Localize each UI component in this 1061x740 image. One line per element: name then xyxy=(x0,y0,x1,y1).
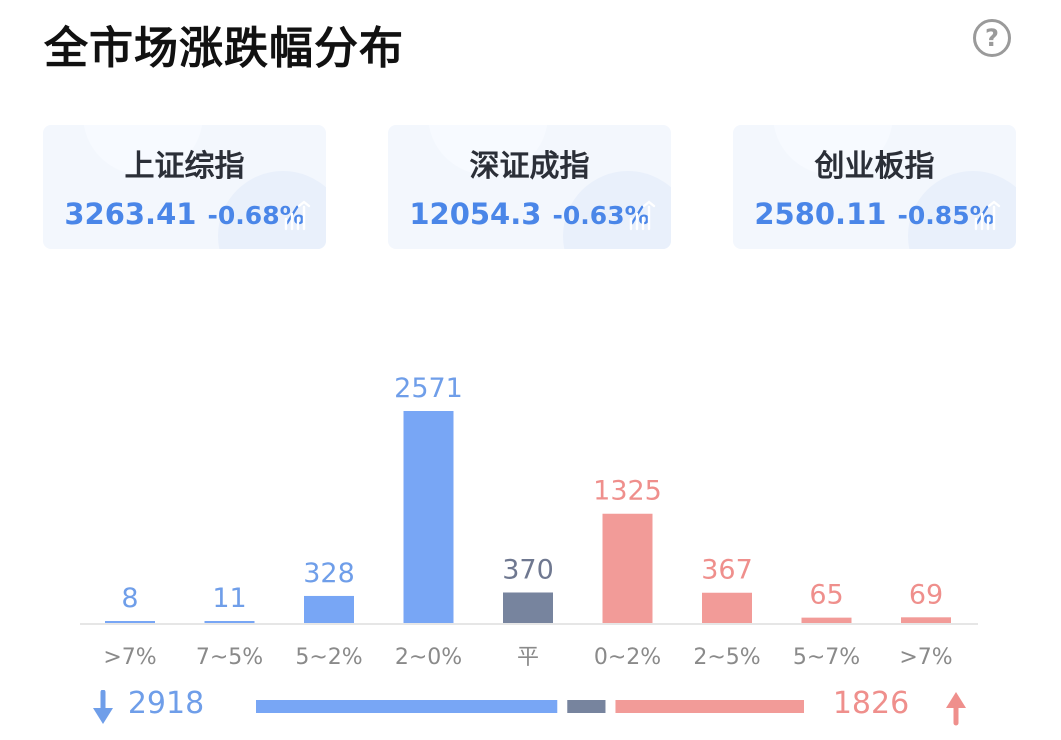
x-tick-label: 2~5% xyxy=(693,645,760,670)
bar-value-label: 8 xyxy=(121,583,138,614)
index-values: 3263.41 -0.68% xyxy=(43,197,326,231)
index-change: -0.68% xyxy=(207,201,305,230)
bar xyxy=(901,617,951,623)
proportion-segment-flat xyxy=(567,700,606,713)
bar xyxy=(702,592,752,623)
bar-value-label: 65 xyxy=(809,580,843,611)
total-up-count: 1826 xyxy=(832,686,910,721)
bar xyxy=(304,595,354,623)
bar xyxy=(503,592,553,623)
arrow-up-icon xyxy=(946,692,966,726)
arrow-down-icon xyxy=(93,690,113,724)
index-price: 2580.11 xyxy=(754,197,887,231)
index-values: 2580.11 -0.85% xyxy=(733,197,1016,231)
bar-value-label: 328 xyxy=(303,558,355,589)
help-icon[interactable]: ? xyxy=(973,19,1011,57)
bar-value-label: 367 xyxy=(701,555,753,586)
trend-chart-icon xyxy=(629,200,656,231)
proportion-segment-up xyxy=(615,700,804,713)
index-values: 12054.3 -0.63% xyxy=(388,197,671,231)
index-price: 3263.41 xyxy=(64,197,197,231)
index-card-cyb[interactable]: 创业板指 2580.11 -0.85% xyxy=(733,125,1016,249)
index-name: 上证综指 xyxy=(124,149,245,184)
bar-value-label: 69 xyxy=(909,579,943,610)
trend-chart-icon xyxy=(284,200,311,231)
index-change: -0.85% xyxy=(897,201,995,230)
index-name: 深证成指 xyxy=(469,149,590,184)
index-change: -0.63% xyxy=(552,201,650,230)
x-tick-label: 5~7% xyxy=(793,645,860,670)
trend-chart-icon xyxy=(974,200,1001,231)
proportion-segment-down xyxy=(256,700,558,713)
index-card-sz[interactable]: 深证成指 12054.3 -0.63% xyxy=(388,125,671,249)
bar-value-label: 2571 xyxy=(394,373,463,404)
index-name: 创业板指 xyxy=(814,149,935,184)
x-tick-label: 平 xyxy=(517,645,539,670)
total-down-count: 2918 xyxy=(127,686,205,721)
bar-value-label: 1325 xyxy=(593,476,662,507)
bar xyxy=(105,621,155,623)
bar xyxy=(801,617,852,623)
bar-value-label: 370 xyxy=(502,554,554,585)
bar xyxy=(204,621,255,623)
x-tick-label: 7~5% xyxy=(196,645,263,670)
bar xyxy=(602,513,653,623)
bar xyxy=(403,411,454,623)
x-tick-label: 2~0% xyxy=(395,645,462,670)
x-tick-label: >7% xyxy=(899,645,952,670)
x-tick-label: >7% xyxy=(103,645,156,670)
index-price: 12054.3 xyxy=(409,197,542,231)
x-tick-label: 5~2% xyxy=(295,645,362,670)
bar-value-label: 11 xyxy=(212,583,246,614)
page-title: 全市场涨跌幅分布 xyxy=(44,23,404,74)
x-tick-label: 0~2% xyxy=(594,645,661,670)
index-card-sh[interactable]: 上证综指 3263.41 -0.68% xyxy=(43,125,326,249)
